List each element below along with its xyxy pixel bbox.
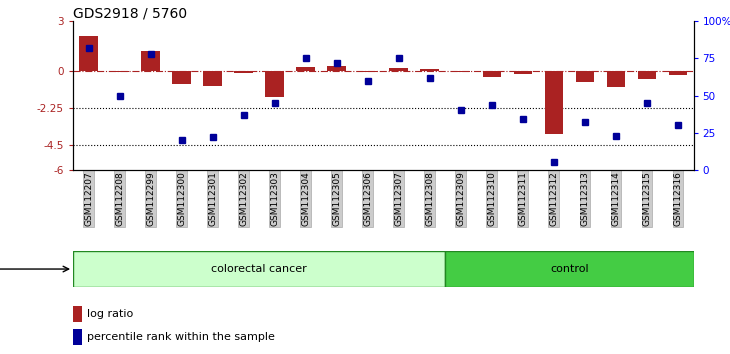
Bar — [110, 71, 128, 73]
Bar — [73, 329, 82, 344]
Text: control: control — [550, 264, 588, 274]
Bar — [234, 71, 253, 73]
Bar — [514, 71, 532, 74]
Bar — [451, 71, 470, 72]
Bar — [142, 51, 160, 71]
Text: percentile rank within the sample: percentile rank within the sample — [87, 332, 274, 342]
Bar — [358, 71, 377, 72]
Bar — [483, 71, 501, 78]
Bar — [575, 71, 594, 82]
Bar — [73, 251, 445, 287]
Bar — [545, 71, 564, 133]
Bar — [607, 71, 626, 87]
Text: GDS2918 / 5760: GDS2918 / 5760 — [73, 6, 187, 20]
Bar — [266, 71, 284, 97]
Bar — [73, 306, 82, 322]
Text: colorectal cancer: colorectal cancer — [211, 264, 307, 274]
Bar — [445, 251, 694, 287]
Bar — [638, 71, 656, 79]
Bar — [79, 36, 98, 71]
Bar — [390, 68, 408, 71]
Bar — [203, 71, 222, 86]
Bar — [328, 66, 346, 71]
Bar — [172, 71, 191, 84]
Bar — [669, 71, 688, 75]
Bar — [296, 67, 315, 71]
Text: log ratio: log ratio — [87, 309, 133, 319]
Bar — [420, 69, 439, 71]
